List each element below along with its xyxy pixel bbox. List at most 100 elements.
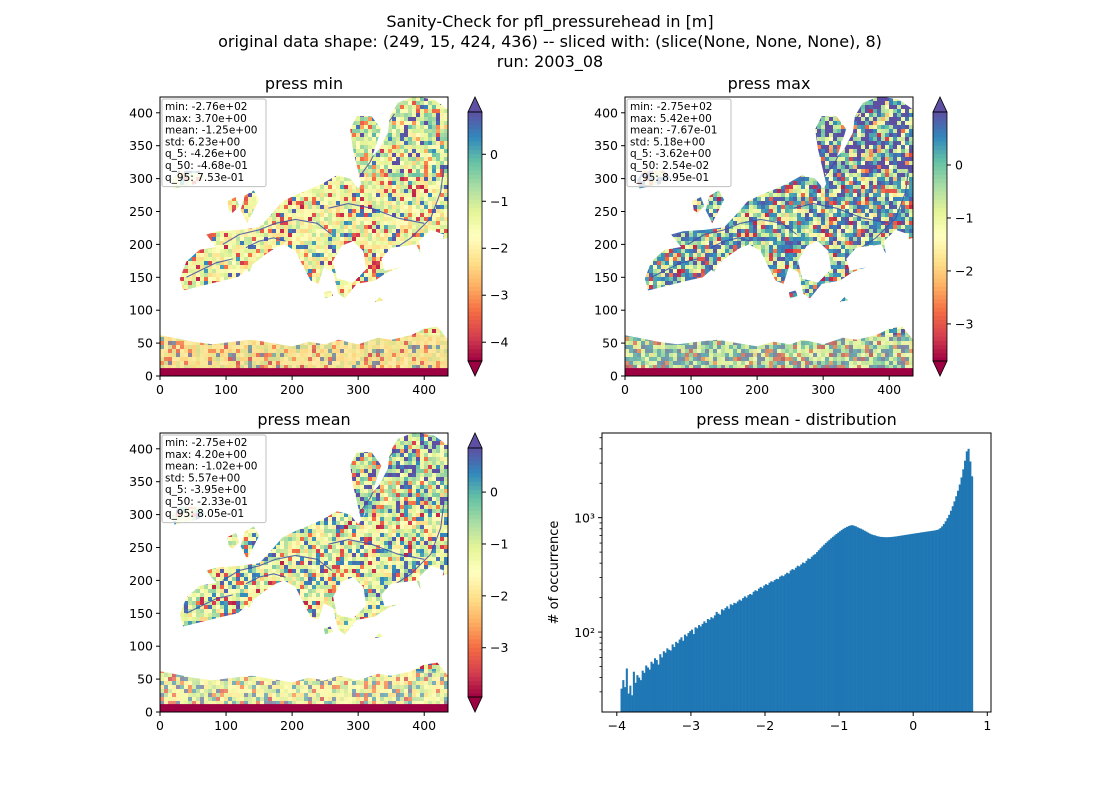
histogram-bar (796, 565, 799, 712)
colorbar-extend-max (932, 96, 948, 113)
x-tick-label: 400 (412, 718, 436, 733)
histogram-bar (842, 528, 845, 712)
histogram-bar (743, 596, 746, 712)
histogram-bar (895, 536, 898, 712)
colorbar-tick-label: −3 (955, 316, 973, 331)
histogram-bar (916, 533, 919, 712)
histogram-bar (891, 536, 894, 712)
histogram-bar (881, 536, 884, 712)
histogram-bar (749, 594, 752, 712)
histogram-bar (782, 576, 785, 712)
histogram-bar (863, 530, 866, 712)
histogram-bar (724, 608, 727, 712)
x-tick-label: 100 (679, 382, 703, 397)
histogram-bar (962, 469, 965, 712)
histogram-bar (713, 615, 716, 712)
histogram-bar (775, 578, 778, 712)
histogram-bar (632, 671, 635, 712)
histogram-bar (794, 567, 797, 712)
histogram-bar (761, 588, 764, 712)
y-tick-label: 10² (574, 625, 595, 640)
stats-line: std: 5.57e+00 (165, 472, 240, 484)
histogram-bar (918, 532, 921, 712)
figure-title-line-2: original data shape: (249, 15, 424, 436)… (218, 32, 882, 51)
colorbar-1: 0 −1 −2 −3 −4 (467, 96, 508, 377)
colorbar-3: 0 −1 −2 −3 (467, 432, 508, 713)
y-tick-label: 350 (129, 138, 153, 153)
histogram-bar (712, 618, 715, 712)
histogram-bar (934, 530, 937, 712)
histogram-bar (629, 685, 632, 712)
colorbar-tick-label: −1 (490, 194, 508, 209)
histogram-bar (872, 535, 875, 712)
histogram-bar (828, 539, 831, 712)
histogram-frame (601, 432, 992, 713)
histogram-bar (925, 531, 928, 712)
stats-line: q_95: 7.53e-01 (165, 172, 244, 184)
histogram-bar (868, 533, 871, 712)
histogram-bar (902, 535, 905, 712)
histogram-bar (752, 591, 755, 712)
histogram-bar (620, 688, 623, 712)
y-tick-label: 100 (129, 639, 153, 654)
y-tick-label: 200 (594, 237, 618, 252)
x-tick-label: 0 (621, 382, 629, 397)
histogram-bar (877, 536, 880, 712)
y-tick-label: 250 (594, 204, 618, 219)
histogram-bar (652, 663, 655, 712)
histogram-bar (858, 528, 861, 712)
histogram-bar (673, 647, 676, 712)
histogram-bar (946, 518, 949, 712)
histogram-bar (831, 536, 834, 712)
y-tick-label: 400 (594, 105, 618, 120)
y-tick-label: 0 (610, 369, 618, 384)
histogram-bar (789, 570, 792, 712)
histogram-bar (727, 608, 731, 712)
x-tick-label: 400 (877, 382, 901, 397)
histogram-bar (965, 451, 968, 712)
histogram-bar (821, 546, 824, 712)
histogram-bar (888, 537, 891, 712)
stats-line: mean: -1.25e+00 (165, 125, 257, 137)
heatmap-panel-1: 0 100 200 300 400 0 50 100 150 200 250 300 350 400 pre… (129, 74, 449, 397)
histogram-bar (631, 695, 634, 712)
histogram-bar (867, 532, 870, 712)
histogram-bar (710, 617, 713, 712)
histogram-bar (664, 652, 667, 712)
stats-line: std: 6.23e+00 (165, 136, 240, 148)
histogram-bar (745, 597, 748, 712)
stats-line: max: 4.20e+00 (165, 449, 247, 461)
histogram-bar (770, 581, 773, 712)
histogram-bar (844, 527, 847, 712)
colorbar-tick-label: −3 (490, 288, 508, 303)
histogram-bar (800, 564, 803, 712)
stats-line: q_50: -4.68e-01 (165, 160, 248, 172)
y-tick-label: 150 (129, 606, 153, 621)
histogram-bar (837, 532, 840, 712)
histogram-bar (833, 535, 836, 712)
y-tick-label: 150 (594, 270, 618, 285)
histogram-bar (779, 576, 782, 712)
x-tick-label: 200 (280, 382, 304, 397)
histogram-bar (923, 531, 926, 712)
heatmap-panel-3: 0 100 200 300 400 0 50 100 150 200 250 300 350 400 pre… (129, 410, 449, 733)
histogram-bar (875, 536, 879, 712)
x-tick-label: −4 (608, 718, 626, 733)
histogram-bar (953, 501, 956, 712)
histogram-bar (964, 460, 967, 712)
y-tick-label: 50 (137, 672, 153, 687)
histogram-bar (690, 629, 694, 712)
histogram-bar (898, 535, 901, 712)
y-tick-label: 100 (594, 303, 618, 318)
figure-title: Sanity-Check for pfl_pressurehead in [m]… (0, 12, 1100, 72)
histogram-bar (641, 670, 644, 712)
histogram-bar (722, 610, 725, 712)
histogram-bar (754, 590, 757, 712)
histogram-bar (634, 682, 637, 712)
histogram-bar (669, 650, 672, 712)
colorbar-extend-min (932, 360, 948, 377)
colorbar-tick-label: 0 (490, 485, 498, 500)
colorbar-tick-label: −2 (955, 263, 973, 278)
histogram-bar (736, 601, 739, 712)
histogram-bar (657, 664, 660, 712)
